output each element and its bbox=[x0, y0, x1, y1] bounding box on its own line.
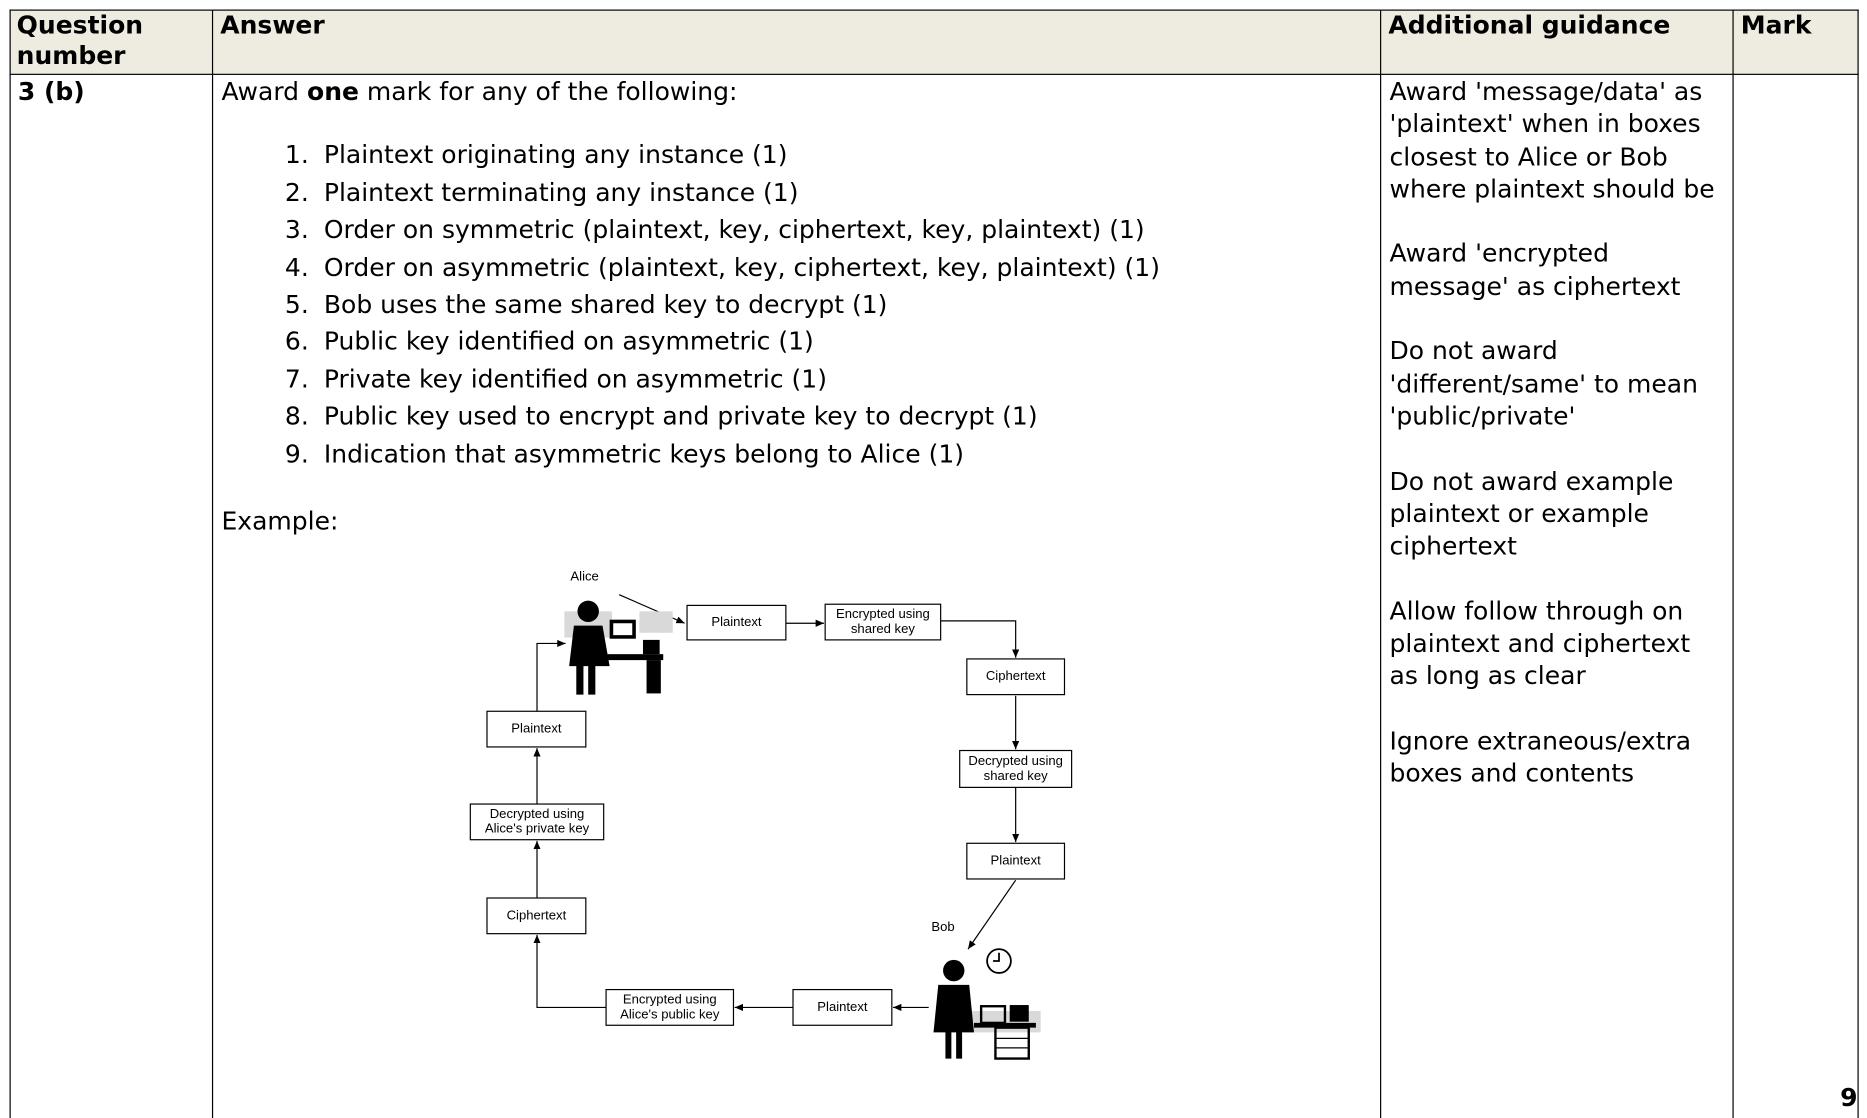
criterion: Plaintext originating any instance (1) bbox=[317, 137, 1372, 174]
border bbox=[1732, 9, 1734, 1118]
diagram-box bbox=[686, 604, 787, 641]
header-question-number: Question number bbox=[9, 9, 214, 74]
arrow bbox=[967, 879, 1017, 950]
guidance: Award 'message/data' as 'plaintext' when… bbox=[1381, 76, 1726, 823]
criterion: Indication that asymmetric keys belong t… bbox=[317, 436, 1372, 473]
border bbox=[211, 9, 214, 1118]
header-mark: Mark bbox=[1733, 9, 1858, 74]
diagram-box bbox=[486, 710, 587, 748]
guidance-note: Allow follow through on plaintext and ci… bbox=[1389, 596, 1691, 691]
criteria-list: Plaintext originating any instance (1)Pl… bbox=[221, 137, 1371, 473]
arrow bbox=[618, 594, 685, 624]
text: mark for any of the following: bbox=[358, 77, 738, 106]
alice-icon bbox=[564, 600, 673, 695]
intro: Award one mark for any of the following: bbox=[221, 76, 1371, 108]
border bbox=[9, 73, 1859, 75]
guidance-note: Do not award example plaintext or exampl… bbox=[1389, 466, 1674, 561]
bob-label: Bob bbox=[931, 919, 954, 934]
border bbox=[9, 9, 1859, 11]
question-number: 3 (b) bbox=[17, 77, 85, 106]
criterion: Plaintext terminating any instance (1) bbox=[317, 174, 1372, 211]
guidance-note: Do not award 'different/same' to mean 'p… bbox=[1389, 337, 1698, 431]
alice-label: Alice bbox=[570, 568, 598, 583]
diagram-box bbox=[605, 988, 735, 1026]
box-label: Plaintext bbox=[991, 853, 1042, 868]
box-label: shared key bbox=[851, 621, 915, 636]
mark: 9 bbox=[1840, 1083, 1858, 1113]
diagram-box bbox=[959, 749, 1073, 788]
box-label: Encrypted using bbox=[623, 991, 717, 1006]
criterion: Order on symmetric (plaintext, key, ciph… bbox=[317, 212, 1372, 249]
diagram-box bbox=[486, 897, 587, 935]
box-label: Alice's public key bbox=[620, 1006, 720, 1021]
example-label: Example: bbox=[221, 506, 339, 536]
box-label: Plaintext bbox=[817, 999, 868, 1014]
diagram-box bbox=[966, 658, 1066, 696]
box-label: shared key bbox=[984, 768, 1048, 783]
arrow bbox=[536, 639, 566, 712]
box-label: Plaintext bbox=[511, 721, 562, 736]
border bbox=[1857, 9, 1859, 1118]
box-label: Decrypted using bbox=[490, 806, 585, 821]
criterion: Public key used to encrypt and private k… bbox=[317, 399, 1372, 436]
guidance-note: Award 'message/data' as 'plaintext' when… bbox=[1389, 77, 1715, 204]
diagram-box bbox=[966, 842, 1066, 880]
arrow bbox=[940, 620, 1020, 658]
guidance-note: Award 'encrypted message' as ciphertext bbox=[1389, 239, 1681, 301]
header-answer: Answer bbox=[213, 9, 1382, 74]
text: Award bbox=[221, 77, 308, 106]
border bbox=[1380, 9, 1382, 1118]
box-label: Encrypted using bbox=[836, 606, 930, 621]
border bbox=[9, 9, 11, 1118]
box-label: Alice's private key bbox=[485, 821, 590, 836]
arrows bbox=[533, 594, 1020, 1011]
box-label: Ciphertext bbox=[507, 907, 567, 922]
answer: Award one mark for any of the following:… bbox=[213, 76, 1380, 538]
bob-icon bbox=[933, 948, 1041, 1060]
box-label: Ciphertext bbox=[986, 668, 1046, 683]
box-label: Decrypted using bbox=[968, 753, 1063, 768]
criterion: Public key identified on asymmetric (1) bbox=[317, 324, 1372, 361]
emphasis: one bbox=[307, 77, 359, 106]
arrow bbox=[533, 934, 607, 1009]
box-label: Plaintext bbox=[711, 614, 762, 629]
header-guidance: Additional guidance bbox=[1381, 9, 1734, 74]
guidance-note: Ignore extraneous/extra boxes and conten… bbox=[1389, 726, 1692, 788]
criterion: Private key identified on asymmetric (1) bbox=[317, 361, 1372, 398]
criterion: Order on asymmetric (plaintext, key, cip… bbox=[317, 249, 1372, 286]
criterion: Bob uses the same shared key to decrypt … bbox=[317, 287, 1372, 324]
diagram-box bbox=[469, 803, 605, 841]
diagram-box bbox=[824, 603, 942, 641]
diagram-box bbox=[792, 988, 893, 1026]
